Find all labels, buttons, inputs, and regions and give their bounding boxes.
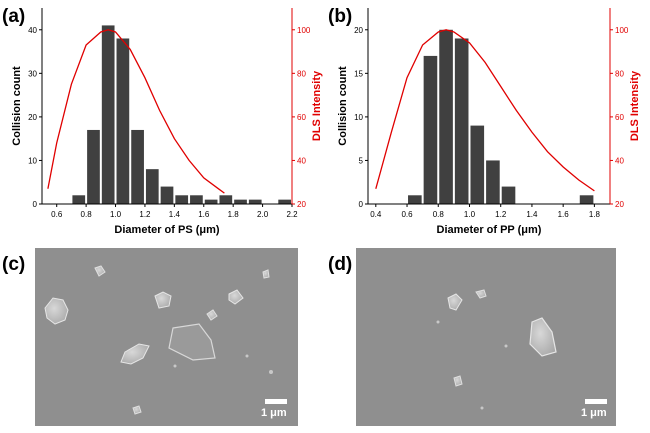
y2-tick-label: 40 xyxy=(297,156,306,165)
y-tick-label: 40 xyxy=(28,26,37,35)
x-tick-label: 1.2 xyxy=(495,210,507,219)
histogram-bar xyxy=(423,55,438,205)
histogram-bar xyxy=(486,160,500,204)
y-axis-title: Collision count xyxy=(337,66,349,146)
dls-intensity-line xyxy=(47,29,225,194)
y2-tick-label: 80 xyxy=(615,69,624,78)
y2-tick-label: 20 xyxy=(297,200,306,209)
y2-axis-title: DLS Intensity xyxy=(629,70,641,141)
histogram-bar xyxy=(278,199,291,204)
x-axis-title: Diameter of PP (μm) xyxy=(437,224,542,236)
x-tick-label: 1.8 xyxy=(228,210,240,219)
histogram-bar xyxy=(175,195,189,204)
y2-tick-label: 80 xyxy=(297,69,306,78)
x-tick-label: 1.4 xyxy=(169,210,181,219)
y2-tick-label: 60 xyxy=(297,113,306,122)
histogram-bar xyxy=(408,195,422,204)
histogram-bar xyxy=(131,129,144,204)
y-tick-label: 0 xyxy=(33,200,38,209)
y-tick-label: 20 xyxy=(28,113,37,122)
y2-tick-label: 100 xyxy=(297,26,311,35)
chart-pp-size-distribution: 0.4 0.6 0.8 1.0 1.2 1.4 1.6 1.8 0 5 10 15 20 20 40 60 80… xyxy=(337,8,641,236)
y-tick-label: 5 xyxy=(359,156,364,165)
sem-particles-ps xyxy=(44,265,273,415)
panel-label-d: (d) xyxy=(328,254,353,275)
dls-intensity-line xyxy=(375,29,595,192)
histogram-bar xyxy=(204,199,218,204)
sem-particles-pp xyxy=(436,289,557,410)
histogram-bar xyxy=(87,129,100,204)
panel-label-b: (b) xyxy=(328,6,353,27)
histogram-bar xyxy=(470,125,485,204)
y2-tick-label: 60 xyxy=(615,113,624,122)
histogram-bar xyxy=(439,29,453,205)
x-tick-label: 1.8 xyxy=(589,210,601,219)
y2-tick-label: 20 xyxy=(615,200,624,209)
x-tick-label: 1.4 xyxy=(526,210,538,219)
histogram-bar xyxy=(454,38,469,204)
scale-bar-c xyxy=(265,399,287,404)
y-tick-label: 30 xyxy=(28,69,37,78)
x-tick-label: 1.2 xyxy=(139,210,151,219)
scale-bar-d xyxy=(585,399,607,404)
sem-image-pp: 1 μm xyxy=(356,248,616,426)
panel-label-a: (a) xyxy=(2,6,26,27)
x-tick-label: 0.8 xyxy=(433,210,445,219)
sem-image-ps: 1 μm xyxy=(35,248,298,426)
histogram-bar xyxy=(160,186,174,204)
y-axis-title: Collision count xyxy=(11,66,23,146)
histogram-bar xyxy=(579,195,594,204)
y2-axis-title: DLS Intensity xyxy=(311,70,323,141)
histogram-bar xyxy=(248,199,262,204)
y-tick-label: 10 xyxy=(28,156,37,165)
x-tick-label: 0.6 xyxy=(51,210,63,219)
x-tick-label: 0.8 xyxy=(81,210,93,219)
y-tick-label: 15 xyxy=(354,69,363,78)
y-tick-label: 20 xyxy=(354,26,363,35)
x-tick-label: 1.6 xyxy=(558,210,570,219)
chart-ps-size-distribution: 0.6 0.8 1.0 1.2 1.4 1.6 1.8 2.0 2.2 0 10 20 30 40 20 40… xyxy=(11,8,323,236)
x-tick-label: 1.0 xyxy=(464,210,476,219)
histogram-bar xyxy=(116,38,130,204)
y2-tick-label: 100 xyxy=(615,26,629,35)
y-tick-label: 0 xyxy=(359,200,364,209)
x-tick-label: 1.0 xyxy=(110,210,122,219)
y-tick-label: 10 xyxy=(354,113,363,122)
histogram-bar xyxy=(72,195,86,204)
histogram-bar xyxy=(145,169,159,204)
histogram-bar xyxy=(234,199,247,204)
x-tick-label: 2.0 xyxy=(257,210,269,219)
x-tick-label: 2.2 xyxy=(286,210,298,219)
scale-label-d: 1 μm xyxy=(581,407,607,419)
y2-tick-label: 40 xyxy=(615,156,624,165)
histogram-bar xyxy=(501,186,516,204)
histogram-bar xyxy=(190,195,203,204)
x-tick-label: 0.6 xyxy=(401,210,413,219)
histogram-bar xyxy=(101,25,115,204)
histogram-bar xyxy=(219,195,233,204)
panel-label-c: (c) xyxy=(2,254,26,275)
x-axis-title: Diameter of PS (μm) xyxy=(114,224,219,236)
x-tick-label: 1.6 xyxy=(198,210,210,219)
scale-label-c: 1 μm xyxy=(261,407,287,419)
x-tick-label: 0.4 xyxy=(370,210,382,219)
